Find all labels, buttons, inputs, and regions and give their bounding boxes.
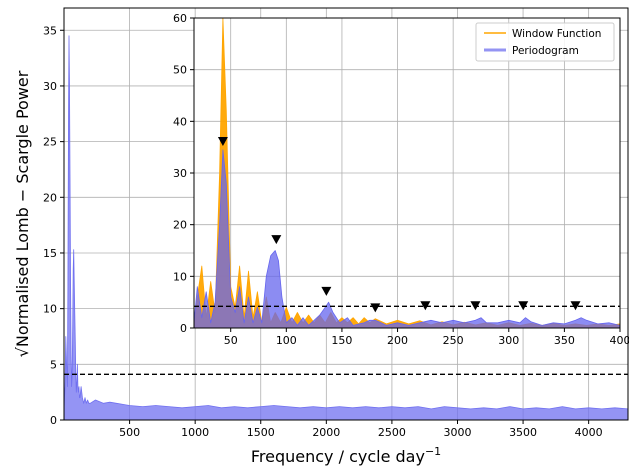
- main-x-tick-label: 2000: [312, 426, 340, 439]
- peak-marker-triangle: [420, 301, 431, 311]
- inset-axes: 50 100 150 200 250 300 350 400 0 10 20 30 40 50 60 Wi…: [173, 12, 629, 347]
- peak-marker-triangle: [271, 235, 282, 245]
- main-x-tick-label: 3500: [509, 426, 537, 439]
- inset-y-tick-label: 10: [173, 270, 187, 283]
- inset-x-tick-label: 150: [331, 334, 352, 347]
- inset-x-tick-label: 100: [276, 334, 297, 347]
- peak-marker-triangle: [518, 301, 529, 311]
- main-y-tick-label: 30: [43, 80, 57, 93]
- main-y-tick-label: 35: [43, 24, 57, 37]
- inset-y-tick-label: 50: [173, 64, 187, 77]
- inset-x-tick-label: 400: [610, 334, 629, 347]
- inset-series-layer: [193, 17, 621, 329]
- inset-x-tick-label: 300: [498, 334, 519, 347]
- peak-marker-triangle: [470, 301, 481, 311]
- peak-marker-triangle: [370, 303, 381, 313]
- inset-series-1-area: [193, 149, 621, 329]
- main-plot-border: [63, 7, 629, 421]
- legend: Window Function Periodogram: [475, 22, 615, 62]
- main-y-tick-label: 0: [50, 414, 57, 427]
- legend-label-periodogram: Periodogram: [512, 45, 579, 57]
- main-y-tick-label: 20: [43, 191, 57, 204]
- y-axis-label-prefix: √: [13, 346, 32, 357]
- inset-y-ticks: 0 10 20 30 40 50 60: [173, 12, 194, 335]
- legend-box: [475, 22, 615, 62]
- x-axis-label-text: Frequency / cycle day: [251, 447, 425, 466]
- inset-x-tick-label: 350: [554, 334, 575, 347]
- inset-y-tick-label: 0: [180, 322, 187, 335]
- main-series-0-area: [63, 35, 629, 421]
- main-x-tick-label: 1000: [181, 426, 209, 439]
- y-axis-label-text: Normalised Lomb − Scargle Power: [13, 70, 32, 347]
- y-axis-label: √Normalised Lomb − Scargle Power: [13, 70, 32, 357]
- peak-marker-triangle: [570, 301, 581, 311]
- main-x-tick-label: 500: [119, 426, 140, 439]
- x-axis-label-superscript: −1: [425, 445, 441, 458]
- main-x-tick-label: 4000: [575, 426, 603, 439]
- main-y-tick-label: 15: [43, 247, 57, 260]
- main-x-tick-label: 3000: [443, 426, 471, 439]
- main-y-ticks: 0 5 10 15 20 25 30 35: [43, 24, 64, 427]
- legend-label-window-function: Window Function: [512, 28, 601, 40]
- svg-text:√Normalised Lomb − Scargle Pow: √Normalised Lomb − Scargle Power: [13, 70, 32, 357]
- inset-x-tick-label: 250: [443, 334, 464, 347]
- main-x-tick-label: 2500: [378, 426, 406, 439]
- peak-marker-triangle: [321, 286, 332, 296]
- inset-y-tick-label: 40: [173, 115, 187, 128]
- main-y-tick-label: 10: [43, 303, 57, 316]
- inset-y-tick-label: 20: [173, 219, 187, 232]
- inset-y-tick-label: 30: [173, 167, 187, 180]
- inset-x-tick-label: 200: [387, 334, 408, 347]
- x-axis-label: Frequency / cycle day−1: [251, 445, 441, 466]
- main-y-tick-label: 5: [50, 358, 57, 371]
- main-x-tick-label: 1500: [247, 426, 275, 439]
- inset-x-tick-label: 50: [224, 334, 238, 347]
- peak-marker-triangle: [217, 137, 228, 146]
- main-y-tick-label: 25: [43, 136, 57, 149]
- main-x-ticks: 500 1000 1500 2000 2500 3000 3500 4000: [119, 420, 603, 439]
- main-series-layer: [63, 35, 629, 421]
- inset-y-tick-label: 60: [173, 12, 187, 25]
- inset-markers: [217, 137, 581, 313]
- inset-x-ticks: 50 100 150 200 250 300 350 400: [224, 328, 629, 347]
